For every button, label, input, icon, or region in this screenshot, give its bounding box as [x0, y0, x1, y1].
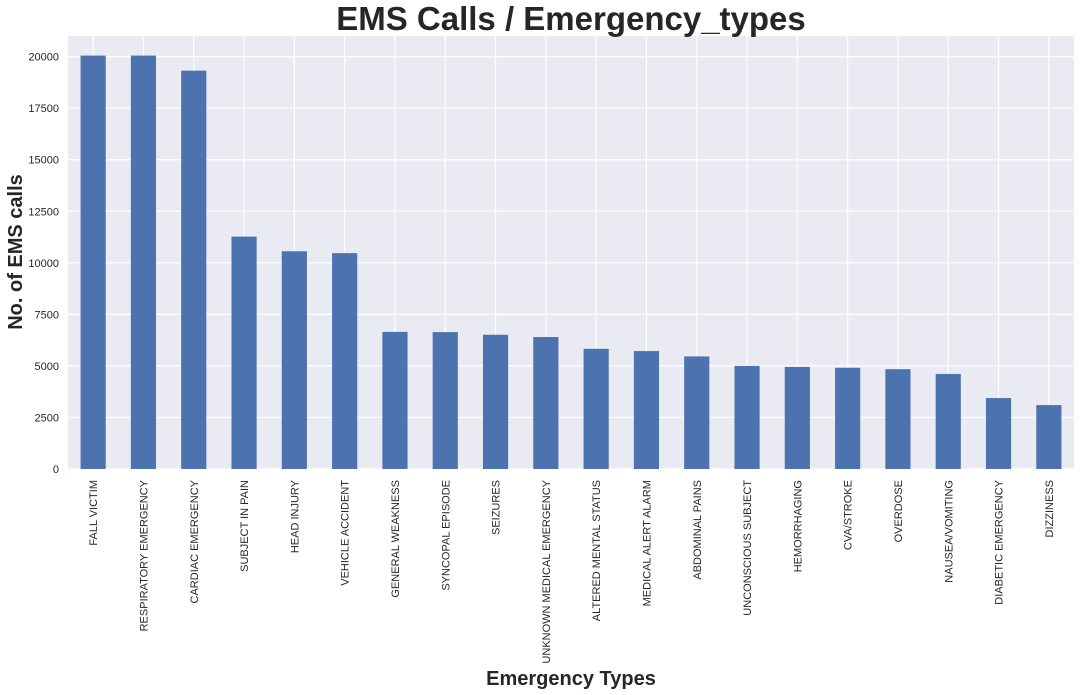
x-axis-label: Emergency Types [486, 668, 656, 690]
bar [985, 398, 1012, 469]
y-tick-label: 2500 [35, 412, 59, 424]
bar [482, 334, 509, 469]
bar [432, 332, 458, 469]
x-tick-label: HEMORRHAGING [792, 480, 804, 572]
bar [835, 367, 861, 469]
bar [181, 70, 207, 469]
x-tick-label: ABDOMINAL PAINS [692, 480, 704, 580]
y-tick-label: 10000 [28, 258, 59, 270]
chart-title: EMS Calls / Emergency_types [336, 0, 806, 37]
x-tick-label: CARDIAC EMERGENCY [189, 479, 201, 603]
y-tick-label: 0 [53, 464, 59, 476]
x-tick-labels: FALL VICTIM RESPIRATORY EMERGENCY CARDIAC … [88, 479, 1056, 663]
plot-background [68, 36, 1074, 469]
y-tick-label: 20000 [28, 52, 59, 64]
bar [633, 351, 660, 469]
x-tick-label: UNCONSCIOUS SUBJECT [742, 480, 754, 616]
x-tick-label: DIZZINESS [1044, 480, 1056, 537]
y-tick-labels: 0 2500 5000 7500 10000 12500 15000 17500 20000 [28, 52, 59, 476]
x-tick-label: RESPIRATORY EMERGENCY [138, 479, 150, 631]
x-tick-label: SUBJECT IN PAIN [239, 480, 251, 572]
x-tick-label: CVA/STROKE [843, 480, 855, 550]
x-tick-label: NAUSEA/VOMITING [943, 480, 955, 583]
bars [80, 55, 1062, 469]
y-axis-label: No. of EMS calls [5, 174, 27, 330]
x-tick-label: SEIZURES [491, 480, 503, 535]
y-tick-label: 12500 [28, 206, 59, 218]
x-tick-label: FALL VICTIM [88, 480, 100, 546]
x-tick-label: DIABETIC EMERGENCY [994, 479, 1006, 604]
bar [784, 366, 810, 469]
bar [885, 369, 911, 469]
bar [533, 337, 559, 469]
bar [734, 365, 760, 469]
bar [130, 55, 157, 469]
x-tick-label: UNKNOWN MEDICAL EMERGENCY [541, 479, 553, 663]
y-tick-label: 7500 [35, 309, 59, 321]
x-tick-label: VEHICLE ACCIDENT [340, 480, 352, 586]
bar [281, 251, 307, 469]
bar [80, 55, 106, 469]
bar [583, 348, 609, 469]
bar [684, 356, 710, 469]
x-tick-label: OVERDOSE [893, 480, 905, 542]
bar [1036, 405, 1062, 469]
y-tick-label: 17500 [28, 103, 59, 115]
y-tick-label: 15000 [28, 155, 59, 167]
x-tick-label: GENERAL WEAKNESS [390, 480, 402, 598]
bar [382, 331, 408, 469]
x-tick-label: HEAD INJURY [289, 479, 301, 553]
y-tick-label: 5000 [35, 361, 59, 373]
x-tick-label: SYNCOPAL EPISODE [440, 480, 452, 591]
x-tick-label: ALTERED MENTAL STATUS [591, 480, 603, 621]
bar [935, 373, 961, 469]
bar [231, 236, 257, 469]
x-tick-label: MEDICAL ALERT ALARM [641, 480, 653, 606]
bar [332, 253, 358, 469]
